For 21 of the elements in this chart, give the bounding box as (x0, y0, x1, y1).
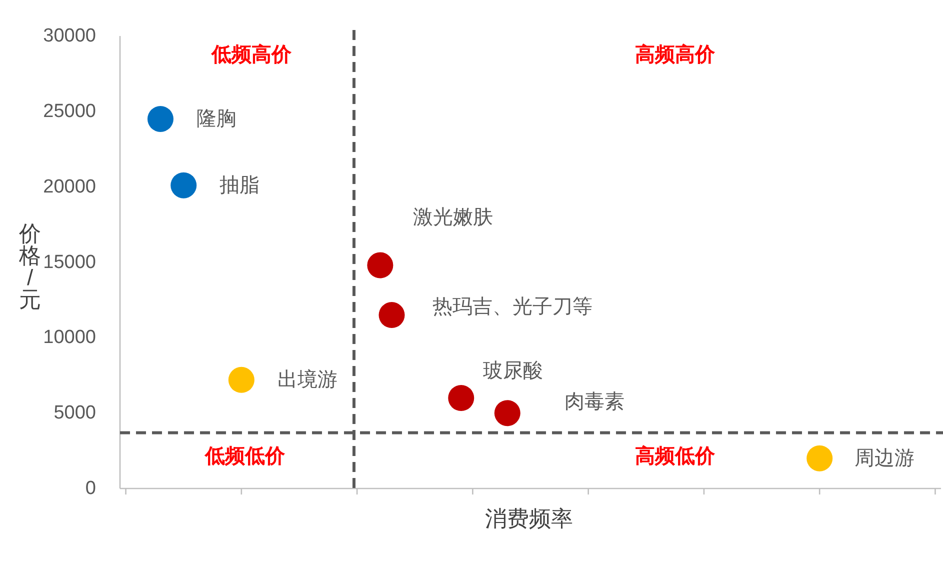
annotation: 高频高价 (635, 44, 715, 66)
series-name-label: 抽脂 (220, 174, 260, 196)
series-name-label: 周边游 (854, 447, 915, 470)
y-tick-label: 15000 (43, 252, 96, 273)
series-name-label: 出境游 (277, 368, 338, 391)
y-tick-label: 5000 (54, 402, 96, 424)
annotation: 低频低价 (204, 446, 285, 468)
series-name-label: 激光嫩肤 (413, 206, 494, 228)
series-name-label: 热玛吉、光子刀等 (432, 296, 593, 318)
y-tick-label: 20000 (43, 176, 96, 198)
series-name-label: 玻尿酸 (483, 360, 544, 382)
series-name-label: 隆胸 (196, 108, 236, 130)
annotation: 低频高价 (211, 44, 292, 66)
y-axis-title: 价格/元 (19, 220, 41, 312)
y-tick-label: 0 (85, 478, 96, 499)
y-tick-label: 10000 (43, 327, 96, 348)
annotation: 高频低价 (635, 446, 715, 468)
series-name-label: 肉毒素 (564, 391, 624, 414)
y-tick-label: 30000 (43, 26, 96, 46)
x-axis-title: 消费频率 (485, 506, 573, 531)
y-tick-label: 25000 (43, 100, 96, 122)
